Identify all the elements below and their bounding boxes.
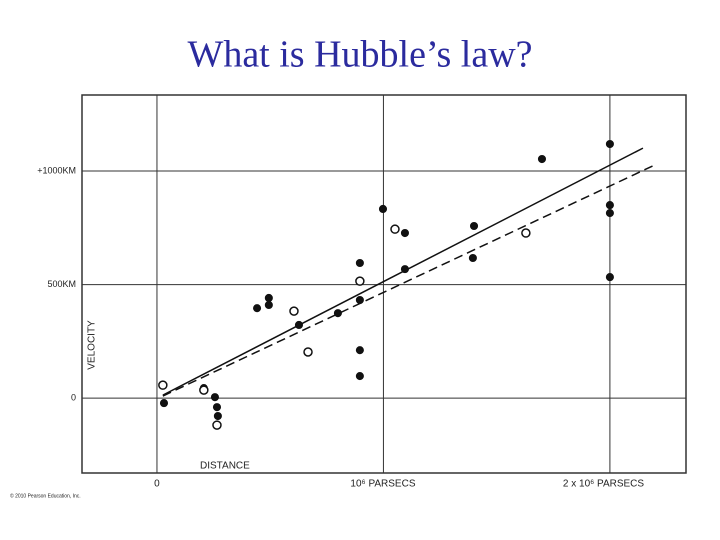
- slide-title: What is Hubble’s law?: [187, 34, 532, 76]
- plot-frame: [81, 94, 687, 474]
- open-point: [521, 228, 531, 238]
- open-point: [212, 420, 222, 430]
- filled-point: [355, 346, 364, 355]
- filled-point: [469, 221, 479, 231]
- filled-point: [468, 253, 477, 263]
- open-point: [355, 276, 365, 286]
- open-point: [289, 306, 299, 316]
- filled-point: [264, 300, 273, 310]
- filled-point: [378, 204, 388, 214]
- filled-point: [210, 393, 219, 402]
- x-tick-label: 0: [154, 479, 160, 490]
- filled-point: [333, 309, 342, 318]
- filled-point: [355, 258, 364, 268]
- open-point: [390, 224, 400, 234]
- fit-line: [162, 163, 658, 397]
- filled-point: [400, 228, 409, 238]
- x-tick-label: 10⁶ PARSECS: [350, 479, 415, 490]
- y-tick-label: +1000KM: [37, 165, 76, 175]
- y-tick-label: 0: [71, 392, 76, 402]
- filled-point: [212, 403, 222, 412]
- y-axis-label: VELOCITY: [87, 320, 98, 370]
- open-point: [158, 380, 168, 390]
- filled-point: [213, 411, 222, 421]
- filled-point: [605, 139, 614, 149]
- filled-point: [605, 201, 614, 210]
- open-point: [199, 385, 209, 395]
- x-axis-label: DISTANCE: [200, 461, 250, 472]
- filled-point: [537, 154, 547, 164]
- open-point: [303, 347, 313, 357]
- filled-point: [253, 304, 262, 313]
- credit: © 2010 Pearson Education, Inc.: [10, 492, 81, 499]
- filled-point: [605, 273, 614, 282]
- filled-point: [264, 293, 273, 303]
- filled-point: [355, 295, 364, 305]
- filled-point: [159, 399, 169, 408]
- filled-point: [355, 372, 364, 381]
- x-tick-label: 2 x 10⁶ PARSECS: [563, 479, 645, 490]
- y-tick-label: 500KM: [47, 279, 76, 289]
- filled-point: [605, 209, 614, 218]
- filled-point: [294, 320, 304, 330]
- filled-point: [400, 265, 409, 274]
